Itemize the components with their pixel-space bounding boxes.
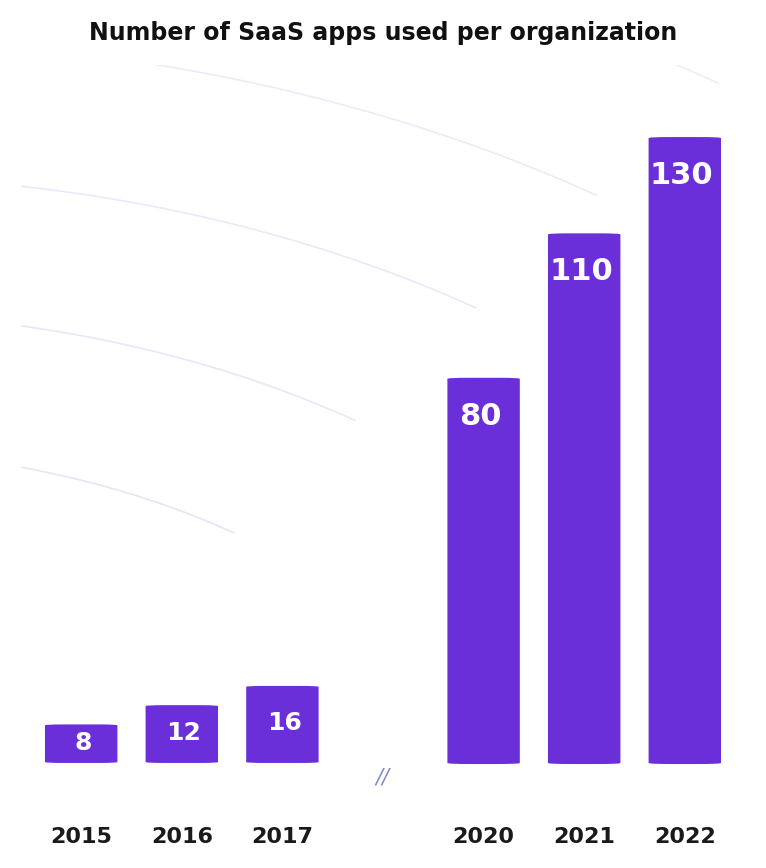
Text: //: // bbox=[376, 767, 390, 787]
Text: 12: 12 bbox=[166, 721, 201, 745]
Text: 80: 80 bbox=[460, 402, 502, 431]
Title: Number of SaaS apps used per organization: Number of SaaS apps used per organizatio… bbox=[89, 21, 677, 45]
Text: 16: 16 bbox=[267, 711, 302, 735]
Text: 110: 110 bbox=[549, 258, 613, 286]
FancyBboxPatch shape bbox=[146, 705, 218, 763]
FancyBboxPatch shape bbox=[649, 137, 721, 764]
FancyBboxPatch shape bbox=[246, 686, 319, 763]
FancyBboxPatch shape bbox=[45, 725, 117, 763]
Text: 130: 130 bbox=[650, 161, 714, 190]
FancyBboxPatch shape bbox=[447, 378, 520, 764]
Text: 8: 8 bbox=[74, 731, 92, 755]
FancyBboxPatch shape bbox=[548, 233, 620, 764]
